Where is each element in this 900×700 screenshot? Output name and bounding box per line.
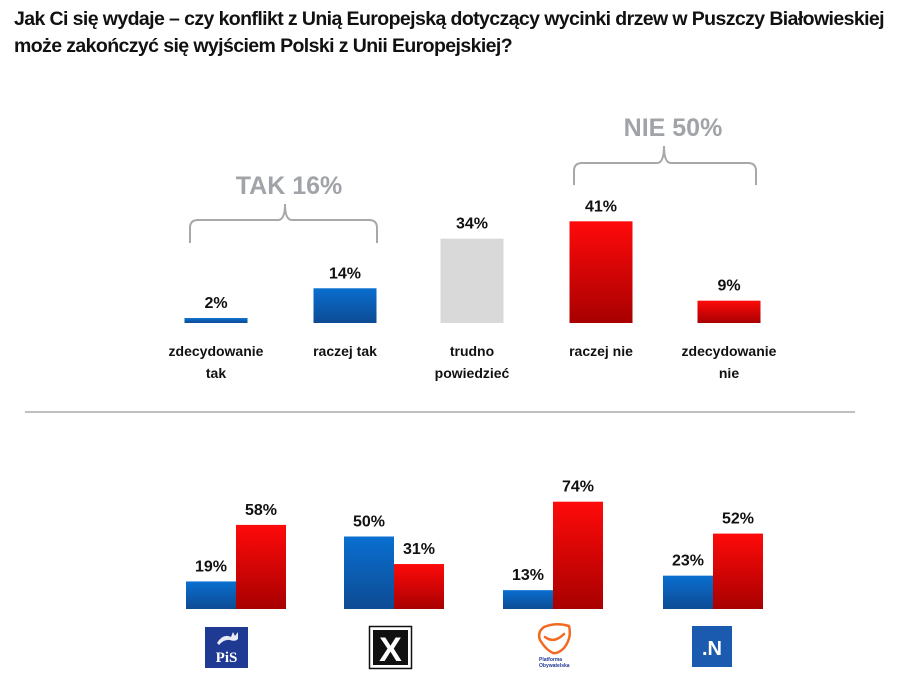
bar-0 xyxy=(184,318,248,323)
party-results-chart: 19% 58% 50% 31% 13% 74% 23% 52% xyxy=(186,479,763,609)
bar-4 xyxy=(697,300,761,323)
category-label: nie xyxy=(719,365,739,381)
group-labels: TAK 16% NIE 50% xyxy=(189,114,757,243)
group-label-tak: TAK 16% xyxy=(236,172,343,200)
party-logos: PiS X Platforma Obywatelska .N xyxy=(205,623,732,670)
party-bar-value-label: 13% xyxy=(512,567,544,584)
bar-3 xyxy=(569,221,633,323)
category-label: powiedzieć xyxy=(435,365,510,381)
kukiz-logo-x: X xyxy=(379,631,402,669)
bar-1 xyxy=(313,288,377,323)
party-bar-tak xyxy=(663,575,713,609)
party-bar-tak xyxy=(503,590,553,609)
nowoczesna-logo: .N xyxy=(692,626,732,667)
po-heart-icon xyxy=(537,623,572,655)
party-bar-nie xyxy=(553,501,603,609)
chart-title: Jak Ci się wydaje – czy konflikt z Unią … xyxy=(14,8,885,57)
party-bar-value-label: 19% xyxy=(195,558,227,575)
brace-nie xyxy=(573,145,757,185)
po-logo-text-2: Obywatelska xyxy=(539,663,570,669)
category-label: trudno xyxy=(450,343,494,359)
eagle-crown-icon xyxy=(217,632,238,645)
brace-tak xyxy=(189,203,378,243)
party-bar-value-label: 52% xyxy=(722,511,754,528)
bar-value-label: 9% xyxy=(717,278,740,295)
party-bar-nie xyxy=(236,524,286,609)
pis-logo: PiS xyxy=(205,627,248,668)
kukiz-logo: X xyxy=(368,625,413,670)
party-bar-tak xyxy=(344,536,394,609)
category-label: zdecydowanie xyxy=(169,343,264,359)
party-bar-nie xyxy=(394,564,444,609)
bar-value-label: 41% xyxy=(585,198,617,215)
party-bar-value-label: 58% xyxy=(245,502,277,519)
overall-results-chart: 2% zdecydowanie tak 14% raczej tak 34% trudno p… xyxy=(169,198,777,381)
party-bar-value-label: 23% xyxy=(672,553,704,570)
pis-logo-text: PiS xyxy=(216,650,238,666)
bar-value-label: 14% xyxy=(329,265,361,282)
po-logo-text-1: Platforma xyxy=(539,657,562,663)
party-bar-nie xyxy=(713,533,763,609)
party-bar-value-label: 74% xyxy=(562,479,594,496)
nowoczesna-logo-text: .N xyxy=(702,638,722,660)
bar-value-label: 34% xyxy=(456,216,488,233)
bar-value-label: 2% xyxy=(204,295,227,312)
party-bar-tak xyxy=(186,581,236,609)
party-bar-value-label: 31% xyxy=(403,541,435,558)
po-logo: Platforma Obywatelska xyxy=(537,623,572,669)
party-bar-value-label: 50% xyxy=(353,514,385,531)
bar-2 xyxy=(440,238,504,323)
category-label: tak xyxy=(206,365,226,381)
category-label: raczej nie xyxy=(569,343,633,359)
group-label-nie: NIE 50% xyxy=(624,114,723,142)
category-label: zdecydowanie xyxy=(682,343,777,359)
category-label: raczej tak xyxy=(313,343,377,359)
